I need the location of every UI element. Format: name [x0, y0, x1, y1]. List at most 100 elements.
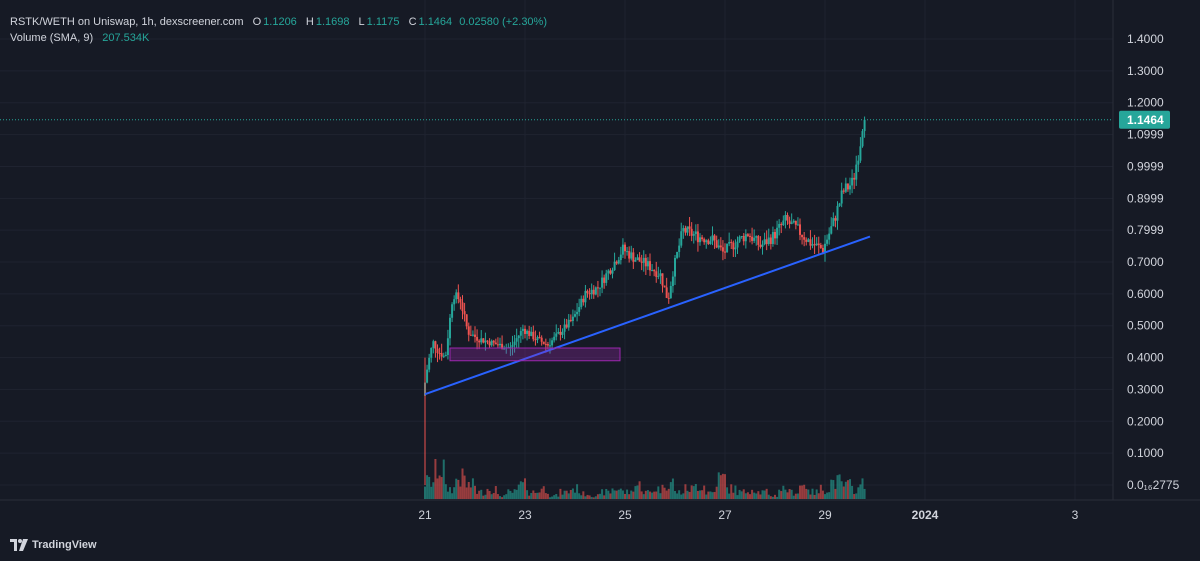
- candle-body: [482, 338, 485, 343]
- volume-bar: [444, 484, 447, 499]
- time-tick-label: 21: [418, 508, 432, 522]
- candle-body: [742, 236, 745, 242]
- candle-body: [744, 234, 747, 242]
- candle-body: [851, 177, 854, 186]
- volume-bar: [469, 487, 472, 499]
- volume-bar: [613, 490, 616, 499]
- candle-body: [492, 340, 495, 343]
- volume-bar: [765, 488, 768, 499]
- volume-bar: [442, 459, 445, 499]
- price-tick-label: 0.0₁₆2775: [1127, 478, 1180, 492]
- price-tick-label: 1.3000: [1127, 64, 1164, 78]
- volume-bar: [432, 482, 435, 499]
- volume-bar: [844, 481, 847, 499]
- volume-bar: [782, 485, 785, 499]
- candle-body: [782, 220, 785, 226]
- candle-body: [615, 261, 618, 264]
- candle-body: [703, 239, 706, 243]
- candle-body: [646, 261, 649, 267]
- volume-bar: [671, 478, 674, 499]
- volume-bar: [753, 492, 756, 499]
- volume-bar: [436, 478, 439, 499]
- candle-body: [469, 334, 472, 336]
- candle-body: [463, 311, 466, 315]
- candle-body: [474, 334, 476, 337]
- volume-bar: [859, 484, 862, 499]
- last-price-label: 1.1464: [1127, 113, 1164, 127]
- candle-body: [567, 319, 570, 328]
- volume-bar: [426, 475, 429, 499]
- candle-body: [446, 338, 449, 356]
- candle-body: [459, 299, 462, 303]
- candle-body: [788, 220, 791, 224]
- volume-bar: [730, 484, 733, 499]
- candle-body: [530, 331, 533, 336]
- volume-bar: [534, 492, 537, 499]
- volume-bar: [494, 486, 497, 499]
- candle-body: [832, 218, 835, 227]
- candle-body: [509, 346, 512, 348]
- candle-body: [746, 234, 749, 236]
- price-axis[interactable]: 1.4000 1.3000 1.2000 1.0999 0.9999 0.8999 0.79…: [1127, 32, 1180, 492]
- candle-body: [715, 240, 718, 248]
- candle-body: [467, 326, 470, 335]
- candle-body: [569, 319, 572, 322]
- volume-bar: [474, 485, 476, 499]
- candle-body: [803, 237, 806, 240]
- volume-bar: [842, 486, 845, 499]
- candle-body: [805, 239, 808, 242]
- volume-bar: [684, 484, 687, 499]
- candle-body: [761, 244, 764, 247]
- time-tick-label: 29: [818, 508, 832, 522]
- candle-body: [813, 244, 816, 246]
- trendline: [424, 235, 871, 396]
- time-tick-label: 23: [518, 508, 532, 522]
- candle-body: [584, 290, 587, 303]
- time-axis[interactable]: 21 23 25 27 29 2024 3: [418, 508, 1078, 522]
- candle-body: [511, 345, 514, 347]
- volume-bar: [824, 494, 826, 499]
- candle-body: [819, 244, 822, 248]
- volume-bar: [513, 489, 516, 499]
- volume-bar: [680, 494, 683, 499]
- candle-body: [601, 277, 604, 288]
- candle-body: [557, 331, 560, 334]
- volume-bar: [740, 491, 743, 499]
- volume-bar: [746, 492, 749, 499]
- candle-body: [817, 243, 820, 245]
- candle-body: [771, 232, 774, 244]
- volume-bar: [551, 496, 554, 499]
- volume-bar: [542, 486, 545, 499]
- tradingview-brand[interactable]: TradingView: [10, 539, 97, 551]
- volume-bar: [763, 490, 766, 499]
- candle-body: [526, 330, 529, 334]
- candle-body: [784, 214, 787, 221]
- volume-bar: [751, 489, 754, 499]
- candle-body: [836, 205, 839, 221]
- volume-bar: [586, 494, 589, 499]
- close-label: C: [408, 16, 417, 28]
- candle-body: [444, 355, 447, 357]
- volume-bar: [738, 489, 741, 499]
- volume-bar: [801, 485, 804, 499]
- volume-bar: [769, 496, 772, 499]
- volume-bar: [851, 485, 854, 499]
- low-label: L: [358, 16, 365, 28]
- candle-body: [528, 330, 531, 336]
- volume-bar: [790, 489, 793, 499]
- volume-bar: [594, 496, 597, 499]
- volume-bar: [667, 488, 670, 499]
- volume-bar: [792, 495, 795, 499]
- volume-bar: [857, 487, 860, 499]
- candle-body: [540, 337, 543, 342]
- candlesticks: [424, 116, 866, 485]
- volume-bar: [490, 494, 493, 499]
- candle-body: [661, 273, 664, 286]
- candle-body: [430, 348, 433, 358]
- candle-body: [849, 185, 851, 190]
- candle-body: [471, 334, 474, 336]
- volume-bar: [463, 475, 466, 499]
- candle-body: [861, 131, 864, 147]
- volume-bar: [674, 491, 676, 499]
